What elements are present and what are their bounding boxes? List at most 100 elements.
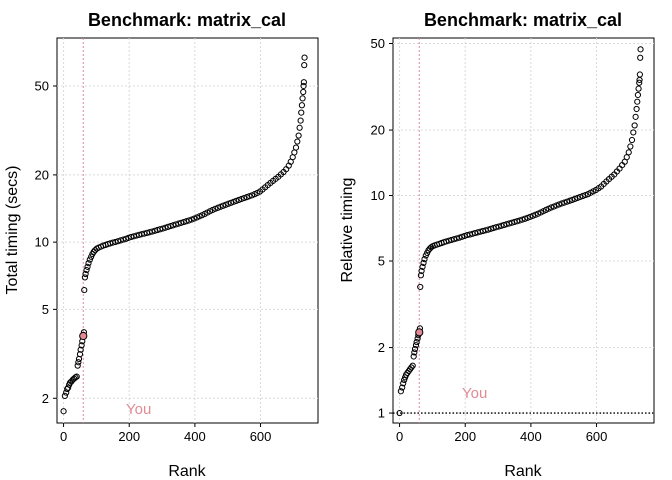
- right-axis-ticks: 0 200 400 600 1 2 5 10 20 50: [371, 36, 608, 444]
- right-data-point: [420, 259, 427, 267]
- left-data-points: [60, 54, 308, 415]
- right-data-point: [516, 217, 523, 224]
- right-data-point: [410, 353, 417, 360]
- left-data-point: [83, 266, 90, 274]
- right-x-axis-label: Rank: [504, 463, 542, 480]
- right-data-point: [563, 198, 571, 205]
- left-data-point: [241, 194, 248, 202]
- left-data-point: [117, 237, 124, 244]
- right-data-point: [558, 200, 565, 207]
- right-chart-panel: Benchmark: matrix_cal 0 200 400 600 1 2 5 10 20 5…: [339, 10, 655, 480]
- left-y-tick-label: 10: [35, 235, 49, 250]
- right-data-point: [634, 98, 641, 105]
- right-data-point: [519, 216, 526, 223]
- right-data-point: [458, 233, 466, 240]
- left-data-point: [300, 79, 307, 86]
- left-data-point: [81, 274, 89, 281]
- left-y-axis-label: Total timing (secs): [4, 166, 21, 295]
- right-data-point: [456, 234, 463, 241]
- left-plot-frame: [56, 37, 319, 424]
- right-y-tick-label: 1: [378, 406, 385, 421]
- left-data-point: [238, 195, 245, 203]
- left-data-point: [235, 196, 242, 204]
- right-data-point: [637, 54, 644, 61]
- right-data-point: [631, 122, 638, 129]
- left-data-point: [61, 392, 68, 399]
- left-data-point: [183, 218, 190, 225]
- right-data-point: [408, 364, 415, 371]
- left-data-point: [75, 359, 82, 366]
- right-x-tick-label: 0: [396, 429, 403, 444]
- right-y-tick-label: 5: [378, 254, 385, 269]
- right-data-point: [632, 113, 639, 120]
- left-data-point: [77, 346, 84, 353]
- right-grid: [393, 38, 654, 423]
- left-y-tick-label: 50: [35, 78, 49, 93]
- right-data-point: [561, 199, 568, 206]
- right-data-point: [485, 226, 492, 233]
- right-plot-frame: [392, 37, 655, 424]
- left-data-point: [243, 194, 250, 201]
- left-data-point: [85, 260, 92, 267]
- left-you-point: [79, 331, 88, 341]
- left-data-point: [73, 373, 80, 380]
- right-data-points: [396, 46, 644, 417]
- right-you-point: [415, 328, 424, 337]
- right-y-tick-label: 50: [371, 36, 385, 51]
- right-data-point: [634, 91, 642, 99]
- right-data-point: [633, 105, 640, 113]
- right-data-point: [417, 283, 424, 291]
- right-data-point: [636, 71, 643, 78]
- right-data-point: [400, 380, 407, 387]
- left-data-point: [301, 54, 308, 61]
- right-x-tick-label: 400: [520, 429, 542, 444]
- left-data-point: [78, 342, 85, 349]
- right-data-point: [636, 79, 643, 86]
- right-data-point: [417, 272, 425, 279]
- left-data-point: [292, 144, 300, 151]
- left-grid: [57, 38, 318, 423]
- right-data-point: [399, 384, 406, 391]
- left-data-point: [170, 222, 177, 229]
- left-data-point: [114, 238, 122, 245]
- left-you-label: You: [126, 401, 151, 418]
- left-x-axis-label: Rank: [168, 463, 206, 480]
- left-data-point: [82, 270, 89, 278]
- left-data-point: [65, 384, 72, 391]
- right-reference-lines: [393, 38, 654, 423]
- right-y-tick-label: 20: [371, 123, 385, 138]
- right-you-label: You: [462, 385, 487, 402]
- right-data-point: [627, 143, 634, 150]
- left-data-point: [297, 117, 304, 124]
- left-data-point: [298, 102, 306, 109]
- left-data-point: [164, 223, 172, 231]
- right-data-point: [411, 349, 418, 356]
- right-data-point: [413, 338, 420, 346]
- right-data-point: [453, 235, 460, 242]
- left-data-point: [233, 197, 240, 204]
- left-data-point: [60, 408, 67, 415]
- left-y-tick-label: 2: [42, 391, 49, 406]
- left-y-tick-label: 5: [42, 302, 49, 317]
- right-x-tick-label: 600: [586, 429, 608, 444]
- left-data-point: [74, 362, 81, 369]
- left-chart-panel: Benchmark: matrix_cal 0 200 400 600 2 5 10 20 50…: [4, 10, 319, 480]
- right-data-point: [625, 149, 632, 156]
- right-chart-title: Benchmark: matrix_cal: [424, 10, 622, 30]
- left-data-point: [76, 351, 84, 358]
- right-data-point: [524, 214, 531, 221]
- right-data-point: [579, 192, 586, 200]
- right-data-point: [419, 263, 426, 270]
- right-y-axis-label: Relative timing: [339, 178, 356, 283]
- right-data-point: [397, 388, 404, 395]
- left-data-point: [299, 95, 306, 102]
- right-data-point: [409, 362, 416, 369]
- right-data-point: [628, 136, 636, 144]
- left-data-point: [246, 193, 253, 200]
- left-y-tick-label: 20: [35, 167, 49, 182]
- right-y-tick-label: 10: [371, 188, 385, 203]
- right-data-point: [421, 256, 428, 263]
- left-x-tick-label: 400: [184, 429, 206, 444]
- left-x-tick-label: 0: [60, 429, 67, 444]
